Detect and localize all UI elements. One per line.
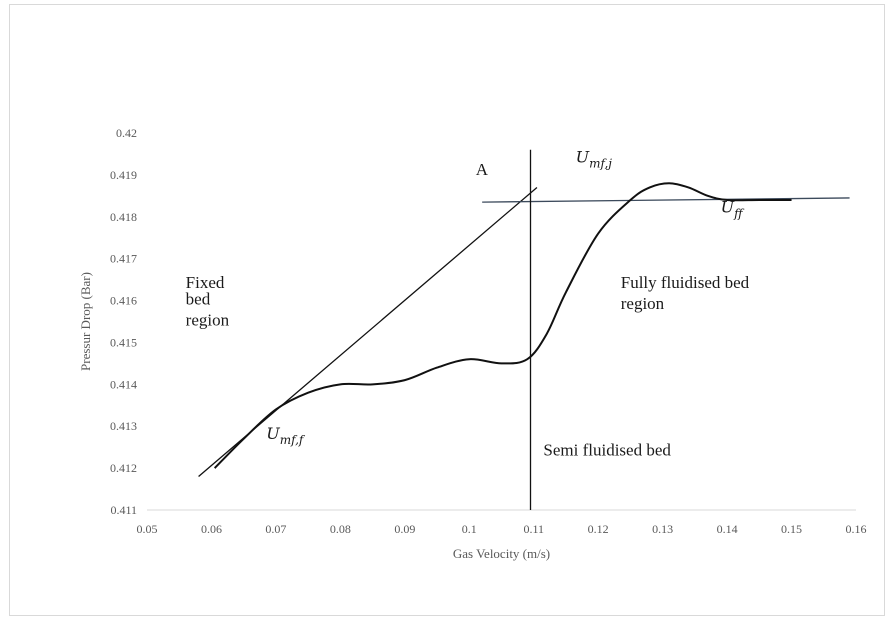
x-axis-title: Gas Velocity (m/s) [453,546,550,561]
y-tick-label: 0.42 [116,126,137,140]
x-tick-label: 0.09 [394,522,415,536]
math-label: Umf,j [576,147,613,170]
x-tick-label: 0.11 [523,522,544,536]
annotation-text: region [186,311,230,330]
y-tick-label: 0.412 [110,461,137,475]
math-label-base: U [576,147,590,166]
x-tick-label: 0.05 [137,522,158,536]
math-label-subscript: mf,f [280,433,306,447]
x-tick-label: 0.13 [652,522,673,536]
math-label-base: U [721,198,735,217]
math-label-subscript: mf,j [589,156,612,170]
x-tick-label: 0.1 [462,522,477,536]
annotation-text: A [476,160,489,179]
y-tick-label: 0.418 [110,210,137,224]
y-tick-label: 0.415 [110,335,137,349]
math-label: Uff [721,198,745,221]
x-tick-label: 0.12 [588,522,609,536]
y-tick-label: 0.411 [110,503,137,517]
y-tick-label: 0.416 [110,294,137,308]
annotation-text: Semi fluidised bed [543,441,671,460]
annotation-text: region [621,294,665,313]
y-tick-label: 0.413 [110,419,137,433]
series-line [213,182,792,469]
x-tick-labels: 0.05 0.06 0.07 0.08 0.09 0.1 0.11 0.12 0.13 0.14 0… [137,522,867,536]
annotation-text: Fully fluidised bed [621,273,750,292]
y-tick-labels: 0.411 0.412 0.413 0.414 0.415 0.416 0.417 0.418… [110,126,137,517]
annotation-text: bed [186,290,211,309]
y-axis-title: Pressur Drop (Bar) [78,272,93,371]
math-label-subscript: ff [733,207,745,221]
x-tick-label: 0.07 [265,522,286,536]
math-label: Umf,f [266,424,306,447]
chart-frame [9,4,885,616]
y-tick-label: 0.414 [110,377,137,391]
math-label-base: U [266,424,280,443]
annotation-text: Fixed [186,273,225,292]
x-tick-label: 0.14 [717,522,738,536]
reference-line [482,197,850,203]
x-tick-label: 0.16 [846,522,867,536]
series-group [213,182,792,469]
x-tick-label: 0.08 [330,522,351,536]
x-tick-label: 0.15 [781,522,802,536]
x-tick-label: 0.06 [201,522,222,536]
y-tick-label: 0.419 [110,168,137,182]
reference-lines [198,149,850,510]
y-tick-label: 0.417 [110,252,137,266]
